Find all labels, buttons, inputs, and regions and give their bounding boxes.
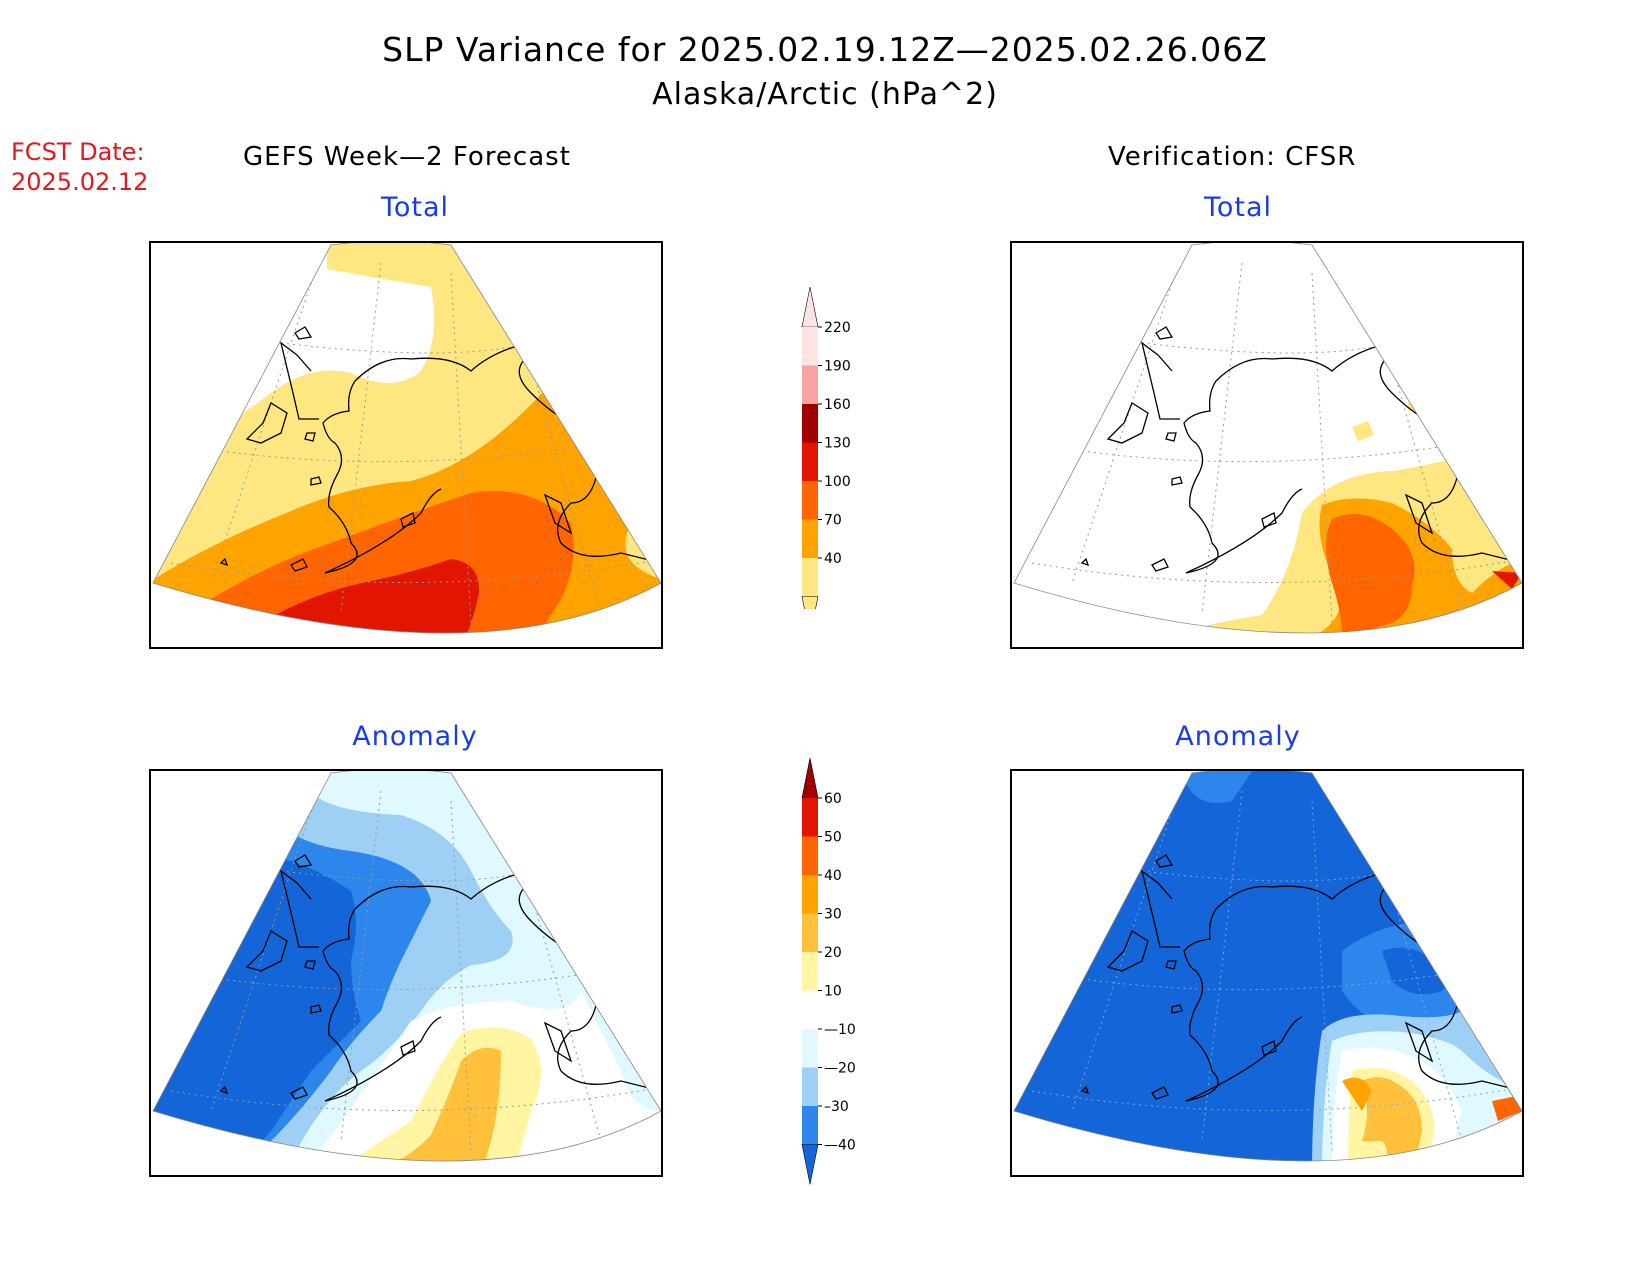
total-colorbar-swatch — [802, 404, 818, 443]
total-colorbar-swatch — [802, 442, 818, 481]
shade-100-130 — [191, 491, 574, 633]
total-colorbar-tick-label: 220 — [824, 320, 851, 336]
shade-20-30 — [371, 1047, 501, 1161]
forecast-anomaly-title: Anomaly — [352, 721, 478, 752]
forecast-column-heading: GEFS Week—2 Forecast — [243, 142, 571, 172]
coastline — [1080, 326, 1522, 574]
total-colorbar-tick-label: 190 — [824, 359, 851, 375]
shade-130-160 — [1492, 571, 1522, 589]
anomaly-colorbar-tick-label: 50 — [824, 830, 842, 846]
anomaly-colorbar-swatch — [802, 990, 818, 1029]
anomaly-colorbar-tick-label: 10 — [824, 984, 842, 1000]
anomaly-colorbar-top-extension — [801, 757, 819, 799]
total-colorbar: 220 190 160 130 100 70 40 — [796, 284, 866, 637]
anomaly-colorbar-tick-label: —20 — [824, 1061, 856, 1077]
total-colorbar-tick-label: 160 — [824, 397, 851, 413]
anomaly-colorbar-swatch — [802, 875, 818, 914]
anomaly-colorbar-swatch — [802, 798, 818, 837]
coastline — [1080, 854, 1522, 1102]
anomaly-colorbar-tick-label: –30 — [824, 1099, 849, 1115]
total-colorbar-tick-label: 70 — [824, 513, 842, 529]
fcst-date-value: 2025.02.12 — [11, 168, 149, 196]
shade-40-70-patch — [1352, 421, 1374, 441]
shade-20-30 — [1362, 1077, 1422, 1161]
total-colorbar-top-extension — [801, 286, 819, 328]
map-title: SLP Variance for 2025.02.19.12Z—2025.02.… — [382, 30, 1268, 69]
verification-total-map — [1010, 241, 1524, 649]
anomaly-colorbar-swatch — [802, 836, 818, 875]
anomaly-colorbar-tick-label: —10 — [824, 1022, 856, 1038]
shade-50-60 — [1492, 1095, 1522, 1121]
verification-total-title: Total — [1203, 192, 1273, 223]
total-colorbar-bottom-extension — [801, 596, 819, 637]
shade-100-130 — [1326, 513, 1415, 633]
anomaly-colorbar-tick-label: 60 — [824, 791, 842, 807]
anomaly-colorbar-tick-label: 30 — [824, 907, 842, 923]
total-colorbar-swatch — [802, 558, 818, 597]
anomaly-colorbar-tick-label: 40 — [824, 868, 842, 884]
total-colorbar-swatch — [802, 481, 818, 520]
coastline — [219, 326, 661, 574]
total-colorbar-swatch — [802, 327, 818, 366]
shade-30-40 — [1342, 1077, 1372, 1111]
anomaly-colorbar-tick-label: —40 — [824, 1138, 856, 1154]
anomaly-colorbar-tick-label: 20 — [824, 945, 842, 961]
shade-m40-m30 — [1182, 771, 1252, 803]
anomaly-colorbar-swatch — [802, 1067, 818, 1106]
anomaly-colorbar-swatch — [802, 1106, 818, 1145]
anomaly-colorbar-swatch — [802, 1029, 818, 1068]
verification-column-heading: Verification: CFSR — [1108, 142, 1357, 172]
total-colorbar-tick-label: 100 — [824, 474, 851, 490]
anomaly-colorbar: 60 50 40 30 20 10 —10 —20 –30 —40 — [796, 752, 866, 1197]
anomaly-colorbar-swatch — [802, 952, 818, 991]
anomaly-colorbar-swatch — [802, 913, 818, 952]
forecast-total-title: Total — [380, 192, 450, 223]
forecast-total-map — [149, 241, 663, 649]
total-colorbar-tick-label: 40 — [824, 551, 842, 567]
map-subtitle: Alaska/Arctic (hPa^2) — [652, 77, 998, 112]
verification-anomaly-map — [1010, 769, 1524, 1177]
total-colorbar-swatch — [802, 365, 818, 404]
anomaly-colorbar-bottom-extension — [801, 1144, 819, 1185]
fcst-date-label: FCST Date: — [11, 138, 145, 166]
forecast-anomaly-map — [149, 769, 663, 1177]
total-colorbar-swatch — [802, 519, 818, 558]
total-colorbar-tick-label: 130 — [824, 436, 851, 452]
verification-anomaly-title: Anomaly — [1175, 721, 1301, 752]
coastline — [219, 854, 661, 1102]
